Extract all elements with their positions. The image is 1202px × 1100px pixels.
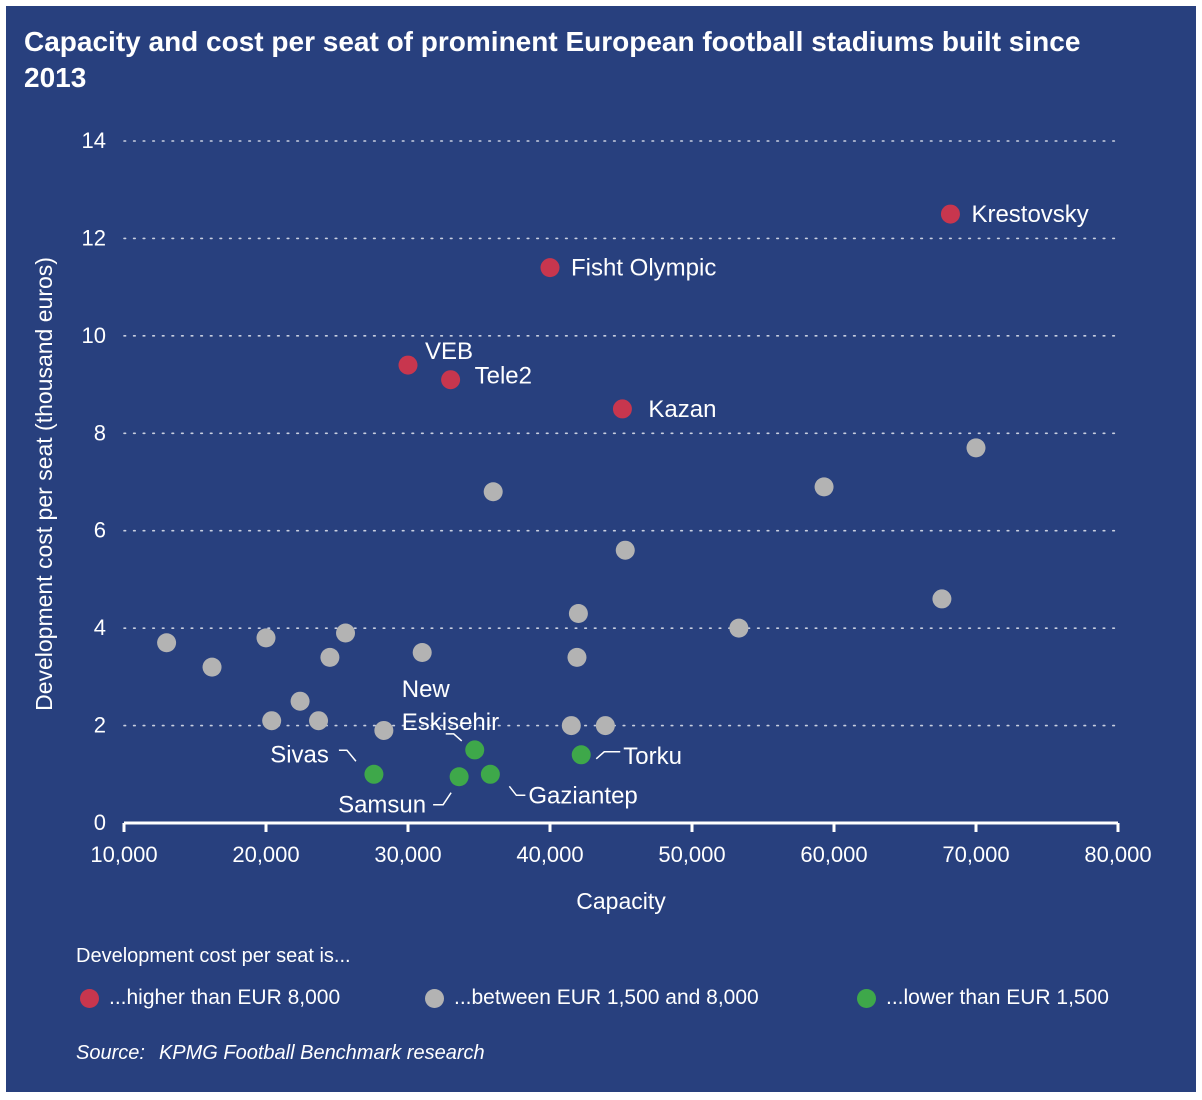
data-point-mid: [932, 589, 952, 609]
data-point-mid: [374, 720, 394, 740]
data-point-mid: [309, 711, 329, 731]
data-point-mid: [568, 604, 588, 624]
point-label: Eskisehir: [402, 709, 499, 736]
x-tick-label: 70,000: [942, 842, 1009, 867]
point-label: Kazan: [648, 396, 716, 423]
y-tick-label: 14: [82, 128, 106, 153]
point-label: Sivas: [270, 741, 329, 768]
source-text: KPMG Football Benchmark research: [158, 1042, 485, 1064]
legend-label-high: ...higher than EUR 8,000: [109, 986, 341, 1009]
source-label: Source:: [76, 1042, 145, 1064]
data-point-mid: [336, 623, 356, 643]
legend-item-mid: ...between EUR 1,500 and 8,000: [425, 986, 759, 1010]
y-axis-title: Development cost per seat (thousand euro…: [31, 257, 57, 711]
y-tick-label: 12: [82, 225, 106, 250]
data-point-mid: [262, 711, 282, 731]
data-point-mid: [202, 657, 222, 677]
legend-marker-low: [857, 988, 876, 1008]
data-point-high: [398, 355, 418, 375]
data-point-mid: [157, 633, 177, 653]
chart-panel: [6, 6, 1196, 1092]
data-point-low: [571, 745, 591, 765]
source-note: Source: KPMG Football Benchmark research: [76, 1042, 499, 1065]
data-point-low: [364, 764, 384, 784]
point-label: Fisht Olympic: [571, 255, 716, 282]
point-label: VEB: [425, 338, 473, 365]
y-tick-label: 8: [94, 420, 106, 445]
data-point-high: [940, 204, 960, 224]
legend-item-low: ...lower than EUR 1,500: [857, 986, 1109, 1010]
x-axis-title: Capacity: [576, 888, 666, 914]
scatter-chart: 0 2 4 6 8 10 12 14 10,000 20,000 30,000 40,000 50,00…: [31, 128, 1152, 914]
data-point-mid: [256, 628, 276, 648]
chart-title: Capacity and cost per seat of prominent …: [24, 26, 1081, 93]
label-leader-line: [338, 749, 357, 762]
data-point-high: [540, 258, 560, 278]
point-label: Tele2: [475, 363, 532, 390]
point-label: Samsun: [338, 792, 426, 819]
data-point-mid: [595, 716, 615, 736]
x-tick-label: 40,000: [516, 842, 583, 867]
label-leader-line: [433, 792, 452, 806]
data-point-mid: [567, 647, 587, 667]
legend-marker-mid: [425, 988, 444, 1008]
data-point-low: [449, 767, 469, 787]
label-leader-line: [508, 785, 526, 797]
legend-marker-high: [80, 988, 99, 1008]
point-label: New: [402, 676, 451, 703]
legend-label-low: ...lower than EUR 1,500: [886, 986, 1109, 1009]
data-point-low: [480, 764, 500, 784]
data-point-mid: [729, 618, 749, 638]
label-leader-line: [595, 751, 621, 760]
data-point-mid: [814, 477, 834, 497]
x-tick-label: 60,000: [800, 842, 867, 867]
data-point-low: [465, 740, 485, 760]
point-label: Gaziantep: [528, 782, 637, 809]
data-point-mid: [483, 482, 503, 502]
legend-label-mid: ...between EUR 1,500 and 8,000: [454, 986, 759, 1009]
legend-item-high: ...higher than EUR 8,000: [80, 986, 340, 1010]
data-point-mid: [615, 540, 635, 560]
data-point-high: [612, 399, 632, 419]
x-tick-label: 10,000: [90, 842, 157, 867]
point-label: Krestovsky: [971, 201, 1088, 228]
y-tick-label: 6: [94, 518, 106, 543]
data-point-mid: [412, 643, 432, 662]
y-tick-label: 4: [94, 615, 106, 640]
x-tick-label: 30,000: [374, 842, 441, 867]
x-tick-label: 20,000: [232, 842, 299, 867]
data-point-mid: [320, 647, 340, 667]
data-point-mid: [290, 691, 310, 711]
legend-title: Development cost per seat is...: [76, 945, 351, 967]
point-label: Torku: [623, 743, 682, 770]
label-leader-line: [445, 733, 463, 742]
y-tick-label: 2: [94, 713, 106, 738]
x-tick-label: 80,000: [1084, 842, 1151, 867]
data-point-high: [441, 370, 461, 390]
x-tick-label: 50,000: [658, 842, 725, 867]
data-point-mid: [561, 716, 581, 736]
data-point-mid: [966, 438, 986, 458]
y-tick-label: 0: [94, 810, 106, 835]
y-tick-label: 10: [82, 323, 106, 348]
